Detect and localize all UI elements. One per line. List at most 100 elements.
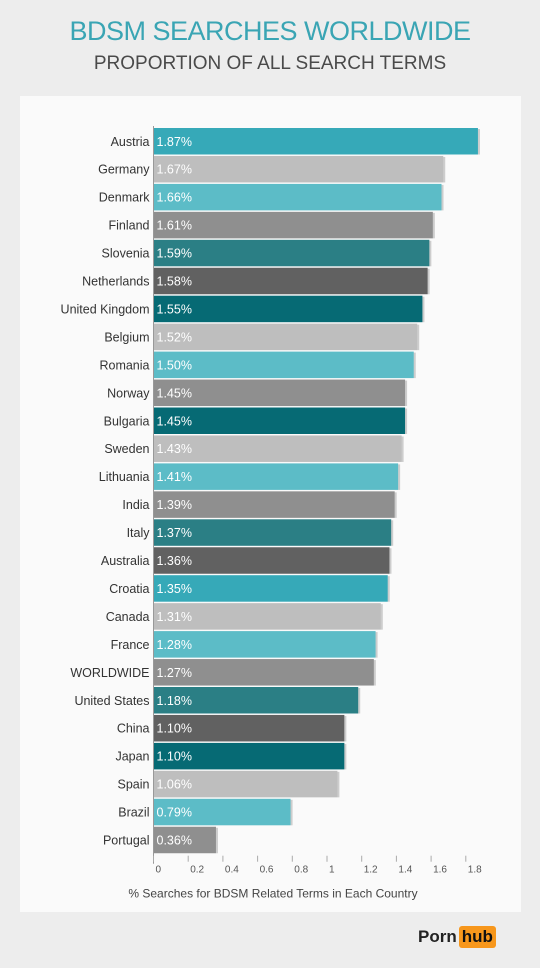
data-label: 1.10%	[157, 722, 192, 736]
x-tick-label: 0.2	[190, 865, 204, 876]
bar-shadow	[427, 268, 430, 295]
data-label: 1.50%	[157, 358, 192, 372]
bar-shadow	[429, 240, 432, 267]
bar-shadow	[401, 436, 404, 462]
bar	[153, 463, 399, 490]
bar-shadow	[477, 129, 480, 155]
bar-shadow	[375, 632, 378, 658]
x-axis-title: % Searches for BDSM Related Terms in Eac…	[128, 887, 417, 901]
bar-shadow	[413, 352, 416, 379]
bar-chart: Austria 1.87% Germany 1.67% Denmark 1.66% Finl…	[61, 126, 482, 901]
category-label: Australia	[101, 554, 150, 568]
category-label: United States	[74, 694, 149, 708]
bar	[153, 798, 291, 826]
bar	[153, 575, 388, 602]
bar	[153, 826, 216, 854]
bar-shadow	[344, 715, 347, 742]
bar	[153, 211, 433, 239]
category-label: Romania	[99, 358, 149, 372]
bar-shadow	[387, 576, 390, 602]
chart-title: BDSM SEARCHES WORLDWIDE	[69, 16, 471, 46]
data-label: 1.39%	[157, 498, 192, 512]
bar	[153, 742, 345, 770]
data-label: 1.28%	[157, 638, 192, 652]
category-label: Japan	[115, 750, 149, 764]
bar	[153, 603, 381, 630]
bar-shadow	[441, 184, 444, 211]
logo-text-right: hub	[458, 926, 496, 948]
data-label: 1.59%	[157, 247, 192, 261]
bar	[153, 267, 428, 295]
category-label: Brazil	[118, 806, 149, 820]
x-tick-label: 1.4	[398, 865, 412, 876]
data-label: 1.52%	[157, 330, 192, 344]
bar	[153, 547, 390, 574]
x-tick-label: 1.8	[468, 865, 482, 876]
data-label: 1.58%	[157, 275, 192, 289]
category-label: Germany	[98, 163, 150, 177]
category-label: Canada	[106, 610, 150, 624]
bar-shadow	[391, 520, 394, 546]
category-label: Austria	[111, 135, 150, 149]
data-label: 1.36%	[157, 554, 192, 568]
bar-shadow	[389, 548, 392, 574]
data-label: 1.18%	[157, 694, 192, 708]
category-label: India	[122, 498, 149, 512]
bar-shadow	[373, 660, 376, 686]
x-tick-label: 0.6	[260, 865, 274, 876]
data-label: 1.66%	[157, 191, 192, 205]
bar	[153, 155, 444, 183]
bar-shadow	[380, 604, 383, 630]
bar	[153, 659, 374, 686]
x-tick-label: 1.6	[433, 865, 447, 876]
bar-shadow	[358, 688, 361, 714]
category-label: Finland	[109, 219, 150, 233]
category-label: Spain	[118, 778, 150, 792]
bar-shadow	[394, 492, 397, 518]
bar-shadow	[432, 212, 435, 239]
chart-subtitle: PROPORTION OF ALL SEARCH TERMS	[93, 53, 447, 74]
category-label: Denmark	[99, 191, 150, 205]
data-label: 1.10%	[157, 750, 192, 764]
category-label: Norway	[107, 386, 150, 400]
category-label: United Kingdom	[61, 302, 150, 316]
data-label: 1.35%	[157, 582, 192, 596]
data-label: 1.06%	[157, 778, 192, 792]
category-label: Slovenia	[102, 247, 150, 261]
bar-shadow	[344, 743, 347, 770]
data-label: 1.27%	[157, 666, 192, 680]
bar-shadow	[290, 799, 293, 826]
bar	[153, 295, 423, 323]
bar	[153, 128, 478, 155]
brand-logo: Porn hub	[418, 926, 496, 948]
bar	[153, 631, 376, 658]
bar-shadow	[215, 827, 218, 854]
bar	[153, 351, 414, 379]
logo-text-left: Porn	[418, 927, 457, 946]
data-label: 1.67%	[157, 163, 192, 177]
bar-shadow	[422, 296, 425, 323]
category-label: Belgium	[104, 330, 149, 344]
x-tick-label: 0.4	[225, 865, 239, 876]
bar	[153, 239, 430, 267]
x-tick-label: 1	[329, 865, 335, 876]
bar-shadow	[443, 156, 446, 183]
bar-shadow	[337, 771, 340, 798]
bar-shadow	[398, 464, 401, 490]
data-label: 1.43%	[157, 442, 192, 456]
category-label: WORLDWIDE	[70, 666, 149, 680]
category-label: Croatia	[109, 582, 149, 596]
bar	[153, 491, 395, 518]
data-label: 1.31%	[157, 610, 192, 624]
data-label: 1.87%	[157, 135, 192, 149]
category-label: Bulgaria	[104, 414, 150, 428]
x-tick-label: 0	[156, 865, 162, 876]
bar	[153, 687, 359, 714]
data-label: 0.36%	[157, 834, 192, 848]
bar	[153, 407, 406, 434]
data-label: 1.45%	[157, 414, 192, 428]
category-label: France	[111, 638, 150, 652]
bar	[153, 770, 338, 798]
category-label: Portugal	[103, 834, 150, 848]
data-label: 1.37%	[157, 526, 192, 540]
